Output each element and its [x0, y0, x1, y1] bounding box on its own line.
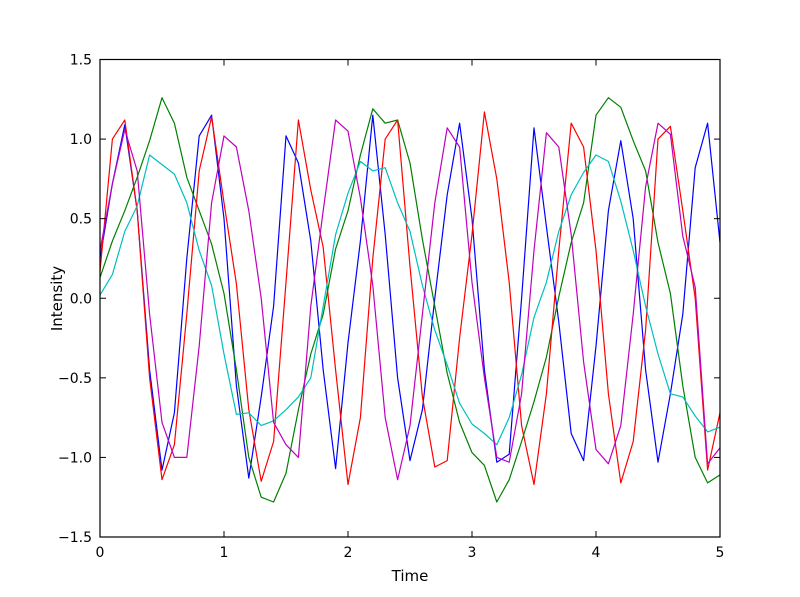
series-line-green-wave [99, 97, 721, 503]
y-axis-label: Intensity [48, 266, 66, 331]
x-tick-label: 3 [468, 545, 477, 561]
y-tick-label: −1.5 [58, 530, 92, 546]
series-line-cyan-wave [99, 154, 721, 446]
series-line-red-wave [99, 111, 721, 486]
x-tick-label: 0 [96, 545, 105, 561]
y-tick-label: 1.0 [70, 132, 92, 148]
y-tick-label: 1.5 [70, 53, 92, 69]
x-axis-label: Time [391, 567, 429, 585]
x-tick-label: 5 [716, 545, 725, 561]
y-tick-label: 0.5 [70, 212, 92, 228]
x-tick-label: 1 [220, 545, 229, 561]
series-line-magenta-wave [99, 119, 721, 481]
x-tick-label: 4 [592, 545, 601, 561]
y-tick-label: −1.0 [58, 450, 92, 466]
y-tick-label: −0.5 [58, 371, 92, 387]
x-tick-label: 2 [344, 545, 353, 561]
series-line-blue-wave [99, 114, 721, 479]
y-tick-label: 0.0 [70, 291, 92, 307]
ticks-group: 0 1 2 3 4 5 −1.5 −1.0 −0.5 0.0 0.5 1.0 1.5 [58, 53, 724, 562]
plot-area [100, 59, 720, 537]
series-group [99, 97, 721, 503]
